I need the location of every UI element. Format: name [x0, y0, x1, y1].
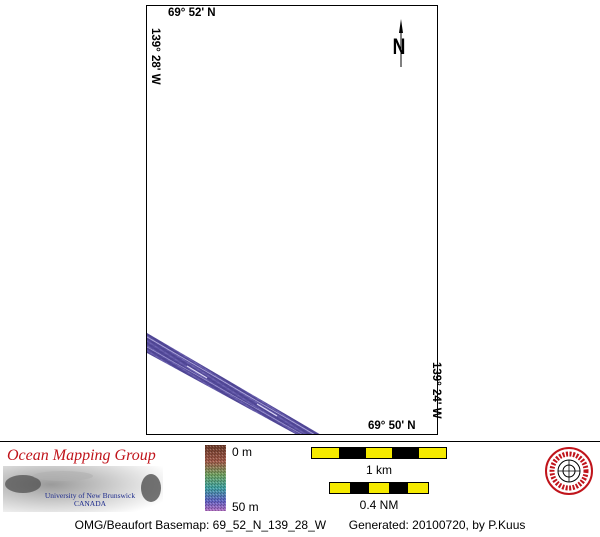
scale-seg	[369, 483, 389, 493]
map-frame[interactable]: N	[146, 5, 438, 435]
caption-generated: Generated: 20100720, by P.Kuus	[348, 518, 526, 532]
university-name: University of New Brunswick CANADA	[34, 492, 146, 508]
scale-seg	[349, 483, 370, 493]
scale-nm-label: 0.4 NM	[359, 498, 399, 512]
scale-seg	[388, 483, 409, 493]
depth-colorbar	[205, 445, 226, 511]
scale-seg	[365, 448, 393, 458]
north-arrow-icon	[399, 19, 403, 67]
scale-seg	[408, 483, 428, 493]
footer-divider	[0, 441, 600, 442]
seal-logo-icon	[545, 447, 593, 495]
scale-seg	[312, 448, 339, 458]
depth-top-label: 0 m	[232, 445, 253, 459]
scale-km-label: 1 km	[365, 463, 392, 477]
university-line1: University of New Brunswick	[44, 491, 136, 500]
lat-north-label: 69° 52' N	[168, 7, 216, 19]
depth-bottom-label: 50 m	[232, 500, 259, 514]
scale-seg	[392, 448, 420, 458]
lat-south-label: 69° 50' N	[368, 420, 416, 432]
caption-basemap: OMG/Beaufort Basemap: 69_52_N_139_28_W	[74, 518, 327, 532]
footer-caption: OMG/Beaufort Basemap: 69_52_N_139_28_W G…	[0, 518, 600, 532]
scale-bar-nm	[329, 482, 429, 494]
scale-seg	[330, 483, 350, 493]
lon-east-label: 139° 24' W	[430, 362, 442, 419]
scale-seg	[419, 448, 446, 458]
north-arrow-label: N	[392, 34, 406, 59]
bathymetry-logo-image	[3, 466, 163, 512]
scale-seg	[338, 448, 366, 458]
scale-bar-km	[311, 447, 447, 459]
university-line2: CANADA	[73, 499, 107, 508]
survey-swath	[147, 333, 320, 434]
group-name: Ocean Mapping Group	[7, 447, 156, 464]
lon-west-label: 139° 28' W	[149, 28, 161, 85]
